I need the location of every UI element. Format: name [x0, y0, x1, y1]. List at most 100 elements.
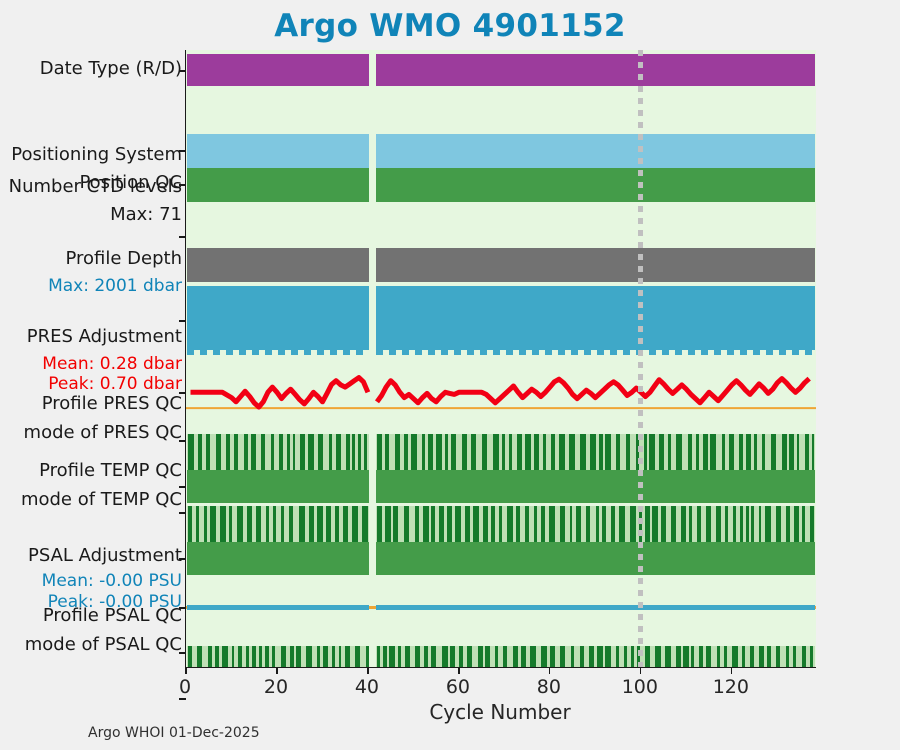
qc-stripe	[325, 506, 331, 542]
qc-stripe	[404, 646, 411, 667]
qc-stripe	[237, 506, 243, 542]
qc-stripe	[481, 434, 487, 470]
x-axis-tick	[457, 667, 460, 674]
date-type-band-segment	[376, 54, 815, 86]
qc-stripe	[442, 646, 448, 667]
qc-stripe	[655, 646, 661, 667]
qc-stripe	[188, 646, 192, 667]
qc-stripe	[810, 506, 814, 542]
x-axis-tick-label: 40	[354, 676, 380, 698]
psal-adjustment-plot	[186, 588, 816, 626]
qc-stripe	[394, 434, 400, 470]
qc-stripe	[525, 434, 532, 470]
qc-stripe	[811, 434, 815, 470]
qc-stripe	[317, 506, 323, 542]
qc-stripe	[435, 434, 442, 470]
qc-stripe	[414, 506, 420, 542]
qc-stripe	[590, 434, 596, 470]
qc-stripe	[751, 506, 755, 542]
qc-stripe	[506, 506, 513, 542]
qc-stripe	[731, 646, 738, 667]
qc-stripe	[384, 434, 389, 470]
profile-temp-qc-stripes-segment	[376, 506, 815, 542]
qc-stripe	[444, 434, 448, 470]
row-label-profile-depth: Profile Depth	[65, 248, 182, 269]
qc-stripe	[498, 506, 503, 542]
qc-stripe	[421, 434, 425, 470]
qc-stripe	[793, 506, 799, 542]
row-label-date-type: Date Type (R/D)	[39, 58, 182, 79]
qc-stripe	[508, 434, 513, 470]
qc-stripe	[667, 434, 672, 470]
qc-stripe	[796, 434, 800, 470]
qc-stripe	[439, 506, 445, 542]
mode-of-pres-qc-band	[186, 470, 816, 503]
qc-stripe	[687, 434, 693, 470]
qc-stripe	[605, 646, 611, 667]
row-label-temp-qc: mode of TEMP QC	[20, 489, 182, 510]
row-label-psal-adjustment: Peak: -0.00 PSU	[47, 592, 182, 612]
x-axis-tick	[548, 667, 551, 674]
row-label-pres-adjustment: PRES Adjustment	[26, 326, 182, 347]
qc-stripe	[450, 646, 455, 667]
qc-stripe	[575, 506, 581, 542]
qc-stripe	[260, 434, 266, 470]
profile-temp-qc-stripes	[186, 506, 816, 542]
y-axis-tick	[179, 512, 186, 514]
qc-stripe	[762, 434, 766, 470]
row-label-psal-adjustment: Mean: -0.00 PSU	[41, 571, 182, 591]
psal-adjustment-line	[187, 604, 369, 610]
figure-footer: Argo WHOI 01-Dec-2025	[88, 725, 260, 741]
pres-adjustment-plot	[186, 375, 816, 410]
qc-stripe	[706, 506, 712, 542]
x-axis-tick-label: 60	[445, 676, 471, 698]
qc-stripe	[280, 506, 284, 542]
qc-stripe	[680, 506, 686, 542]
qc-stripe	[447, 506, 453, 542]
qc-stripe	[229, 506, 233, 542]
qc-stripe	[352, 434, 355, 470]
qc-stripe	[389, 646, 396, 667]
qc-stripe	[665, 646, 672, 667]
qc-stripe	[338, 646, 342, 667]
row-label-profile-depth: Max: 2001 dbar	[48, 276, 182, 296]
qc-stripe	[549, 506, 555, 542]
qc-stripe	[215, 434, 222, 470]
position-qc-band-segment	[376, 168, 815, 202]
qc-stripe	[745, 506, 749, 542]
qc-stripe	[431, 506, 436, 542]
y-axis-tick	[179, 558, 186, 560]
x-axis-tick-label: 100	[621, 676, 658, 698]
qc-stripe	[758, 506, 762, 542]
qc-stripe	[611, 506, 615, 542]
qc-stripe	[411, 434, 418, 470]
qc-stripe	[255, 506, 261, 542]
qc-stripe	[599, 434, 603, 470]
qc-stripe	[802, 506, 806, 542]
row-label-temp-qc: Profile TEMP QC	[39, 460, 182, 481]
qc-stripe	[403, 434, 409, 470]
profile-depth-band	[186, 286, 816, 355]
qc-stripe	[455, 506, 462, 542]
qc-stripe	[233, 434, 238, 470]
qc-stripe	[597, 646, 603, 667]
qc-stripe	[280, 646, 286, 667]
qc-stripe	[810, 646, 814, 667]
qc-stripe	[550, 646, 555, 667]
qc-stripe	[723, 646, 727, 667]
qc-stripe	[207, 646, 213, 667]
qc-stripe	[430, 646, 437, 667]
qc-stripe	[690, 646, 695, 667]
qc-stripe	[630, 506, 636, 542]
x-axis-tick-label: 120	[712, 676, 749, 698]
qc-stripe	[605, 434, 611, 470]
qc-stripe	[364, 434, 368, 470]
mode-of-temp-qc-band-segment	[376, 542, 815, 575]
qc-stripe	[271, 646, 276, 667]
plot-area[interactable]	[185, 50, 816, 668]
y-axis-tick	[179, 236, 186, 238]
qc-stripe	[616, 434, 621, 470]
qc-stripe	[196, 506, 199, 542]
qc-stripe	[759, 646, 765, 667]
positioning-system-band-segment	[187, 134, 369, 168]
